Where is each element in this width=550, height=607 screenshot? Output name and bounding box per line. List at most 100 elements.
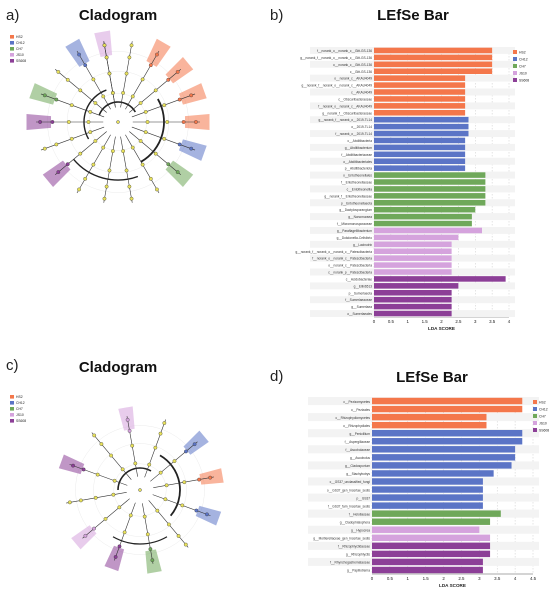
- legend-swatch: [513, 50, 517, 54]
- bar-label: f__GS37_fam_Incertae_sedis: [328, 504, 371, 508]
- bar: [374, 248, 452, 254]
- x-tick-label: 0.5: [388, 319, 395, 324]
- bar-label: g__Mortierellaceae_gen_Incertae_sedis: [313, 537, 370, 541]
- taxon-node: [128, 513, 133, 518]
- legend-label: HS2: [519, 51, 526, 55]
- taxon-node: [158, 431, 163, 436]
- taxon-node: [189, 93, 194, 98]
- taxon-node: [78, 151, 83, 156]
- bar-label: g__Cladophialophora: [340, 520, 371, 524]
- taxon-node: [147, 462, 152, 467]
- taxon-node: [112, 478, 117, 483]
- legend-swatch: [10, 407, 14, 411]
- taxon-node: [107, 168, 112, 173]
- taxon-node: [176, 534, 181, 538]
- x-tick-label: 4.5: [530, 576, 537, 581]
- taxon-node: [130, 94, 135, 99]
- bar-label: f__Rhizophlyctidaceae: [338, 545, 370, 549]
- bar: [372, 486, 483, 493]
- bar: [372, 462, 512, 469]
- taxon-node: [130, 443, 135, 448]
- taxon-node: [83, 533, 88, 538]
- lefse-bar-chart-b: 0 0.5 1 1.5 2 2.5 3 3.5 4 LDA SCORE f__norank_o__n…: [295, 47, 529, 331]
- taxon-node: [54, 142, 59, 147]
- taxon-node: [167, 522, 171, 527]
- taxon-node: [88, 130, 93, 134]
- legend-label: SS608: [16, 59, 26, 63]
- taxon-node: [130, 145, 135, 150]
- bar-label: f__Micromonosporaceae: [337, 222, 372, 226]
- legend-label: HS2: [539, 401, 546, 405]
- taxon-node: [117, 505, 122, 510]
- bar-label: o__2019-TL14: [351, 125, 372, 129]
- clade-highlight: [29, 83, 58, 105]
- taxon-node: [165, 120, 170, 124]
- taxon-node: [166, 77, 171, 82]
- ring: [75, 425, 205, 555]
- bar-label: c__norank_p__Patescibacteria: [328, 271, 372, 275]
- ring: [113, 463, 167, 517]
- bar: [374, 165, 466, 171]
- bar-label: o__Sumerlaeales: [347, 312, 372, 316]
- taxon-node: [104, 184, 109, 189]
- bar: [372, 454, 516, 461]
- taxon-node: [181, 120, 186, 124]
- x-tick-label: 2: [442, 576, 445, 581]
- bar-label: f__norank_o__norank_c__Patescibacteria: [312, 257, 372, 261]
- legend-label: CH7: [16, 47, 23, 51]
- legend-label: SS608: [539, 429, 549, 433]
- bar: [374, 241, 452, 248]
- bar: [374, 213, 472, 220]
- x-tick-label: 3: [474, 319, 477, 324]
- taxon-node: [42, 146, 47, 151]
- bar: [374, 186, 486, 192]
- taxon-node: [93, 495, 98, 500]
- bar-label: p__GS37: [357, 496, 371, 500]
- clade-highlight: [146, 38, 171, 67]
- x-tick-label: 0: [371, 576, 374, 581]
- x-axis-title: LDA SCORE: [428, 326, 455, 331]
- bar: [372, 566, 483, 574]
- x-tick-label: 3.5: [494, 576, 501, 581]
- legend-swatch: [10, 41, 14, 45]
- legend-swatch: [10, 419, 14, 423]
- taxon-node: [113, 555, 118, 559]
- x-tick-label: 1: [407, 319, 410, 324]
- taxon-node: [77, 187, 81, 192]
- bar-label: g__norank_f__norank_o__norank_c__Gitt-GS…: [300, 56, 372, 60]
- taxon-node: [110, 91, 115, 95]
- taxon-node: [69, 103, 74, 108]
- taxon-node: [127, 429, 132, 433]
- taxon-node: [182, 480, 187, 485]
- taxon-node: [145, 120, 150, 124]
- root-node: [138, 488, 142, 492]
- bar-label: g__Dokdonella-Cellvibrio: [337, 236, 373, 240]
- taxon-node: [121, 91, 126, 95]
- legend-swatch: [10, 395, 14, 399]
- bar-label: c__Rhizophydiomycetes: [335, 416, 370, 420]
- bar: [372, 550, 491, 558]
- taxon-node: [158, 470, 163, 475]
- bar-label: g__Abditibacterium: [345, 146, 373, 150]
- bar: [374, 283, 459, 289]
- bar-label: c__Acidobacteriae: [346, 277, 372, 281]
- taxon-node: [153, 445, 158, 450]
- taxon-node: [208, 475, 213, 480]
- bar-label: g__Stachybotrys: [346, 472, 370, 476]
- bar-label: p__Sumerlaeota: [349, 291, 373, 295]
- taxon-node: [111, 492, 116, 497]
- legend-label: JS10: [539, 422, 547, 426]
- clade-highlight: [178, 139, 207, 161]
- bar: [372, 421, 487, 429]
- bar: [372, 534, 491, 542]
- taxon-node: [83, 176, 88, 181]
- taxon-node: [66, 120, 71, 124]
- bar: [372, 510, 501, 517]
- taxon-node: [93, 101, 98, 105]
- taxon-node: [142, 514, 147, 519]
- clade-highlight: [195, 505, 222, 526]
- x-tick-label: 2.5: [455, 319, 462, 324]
- bar: [374, 151, 466, 158]
- taxon-node: [67, 500, 72, 505]
